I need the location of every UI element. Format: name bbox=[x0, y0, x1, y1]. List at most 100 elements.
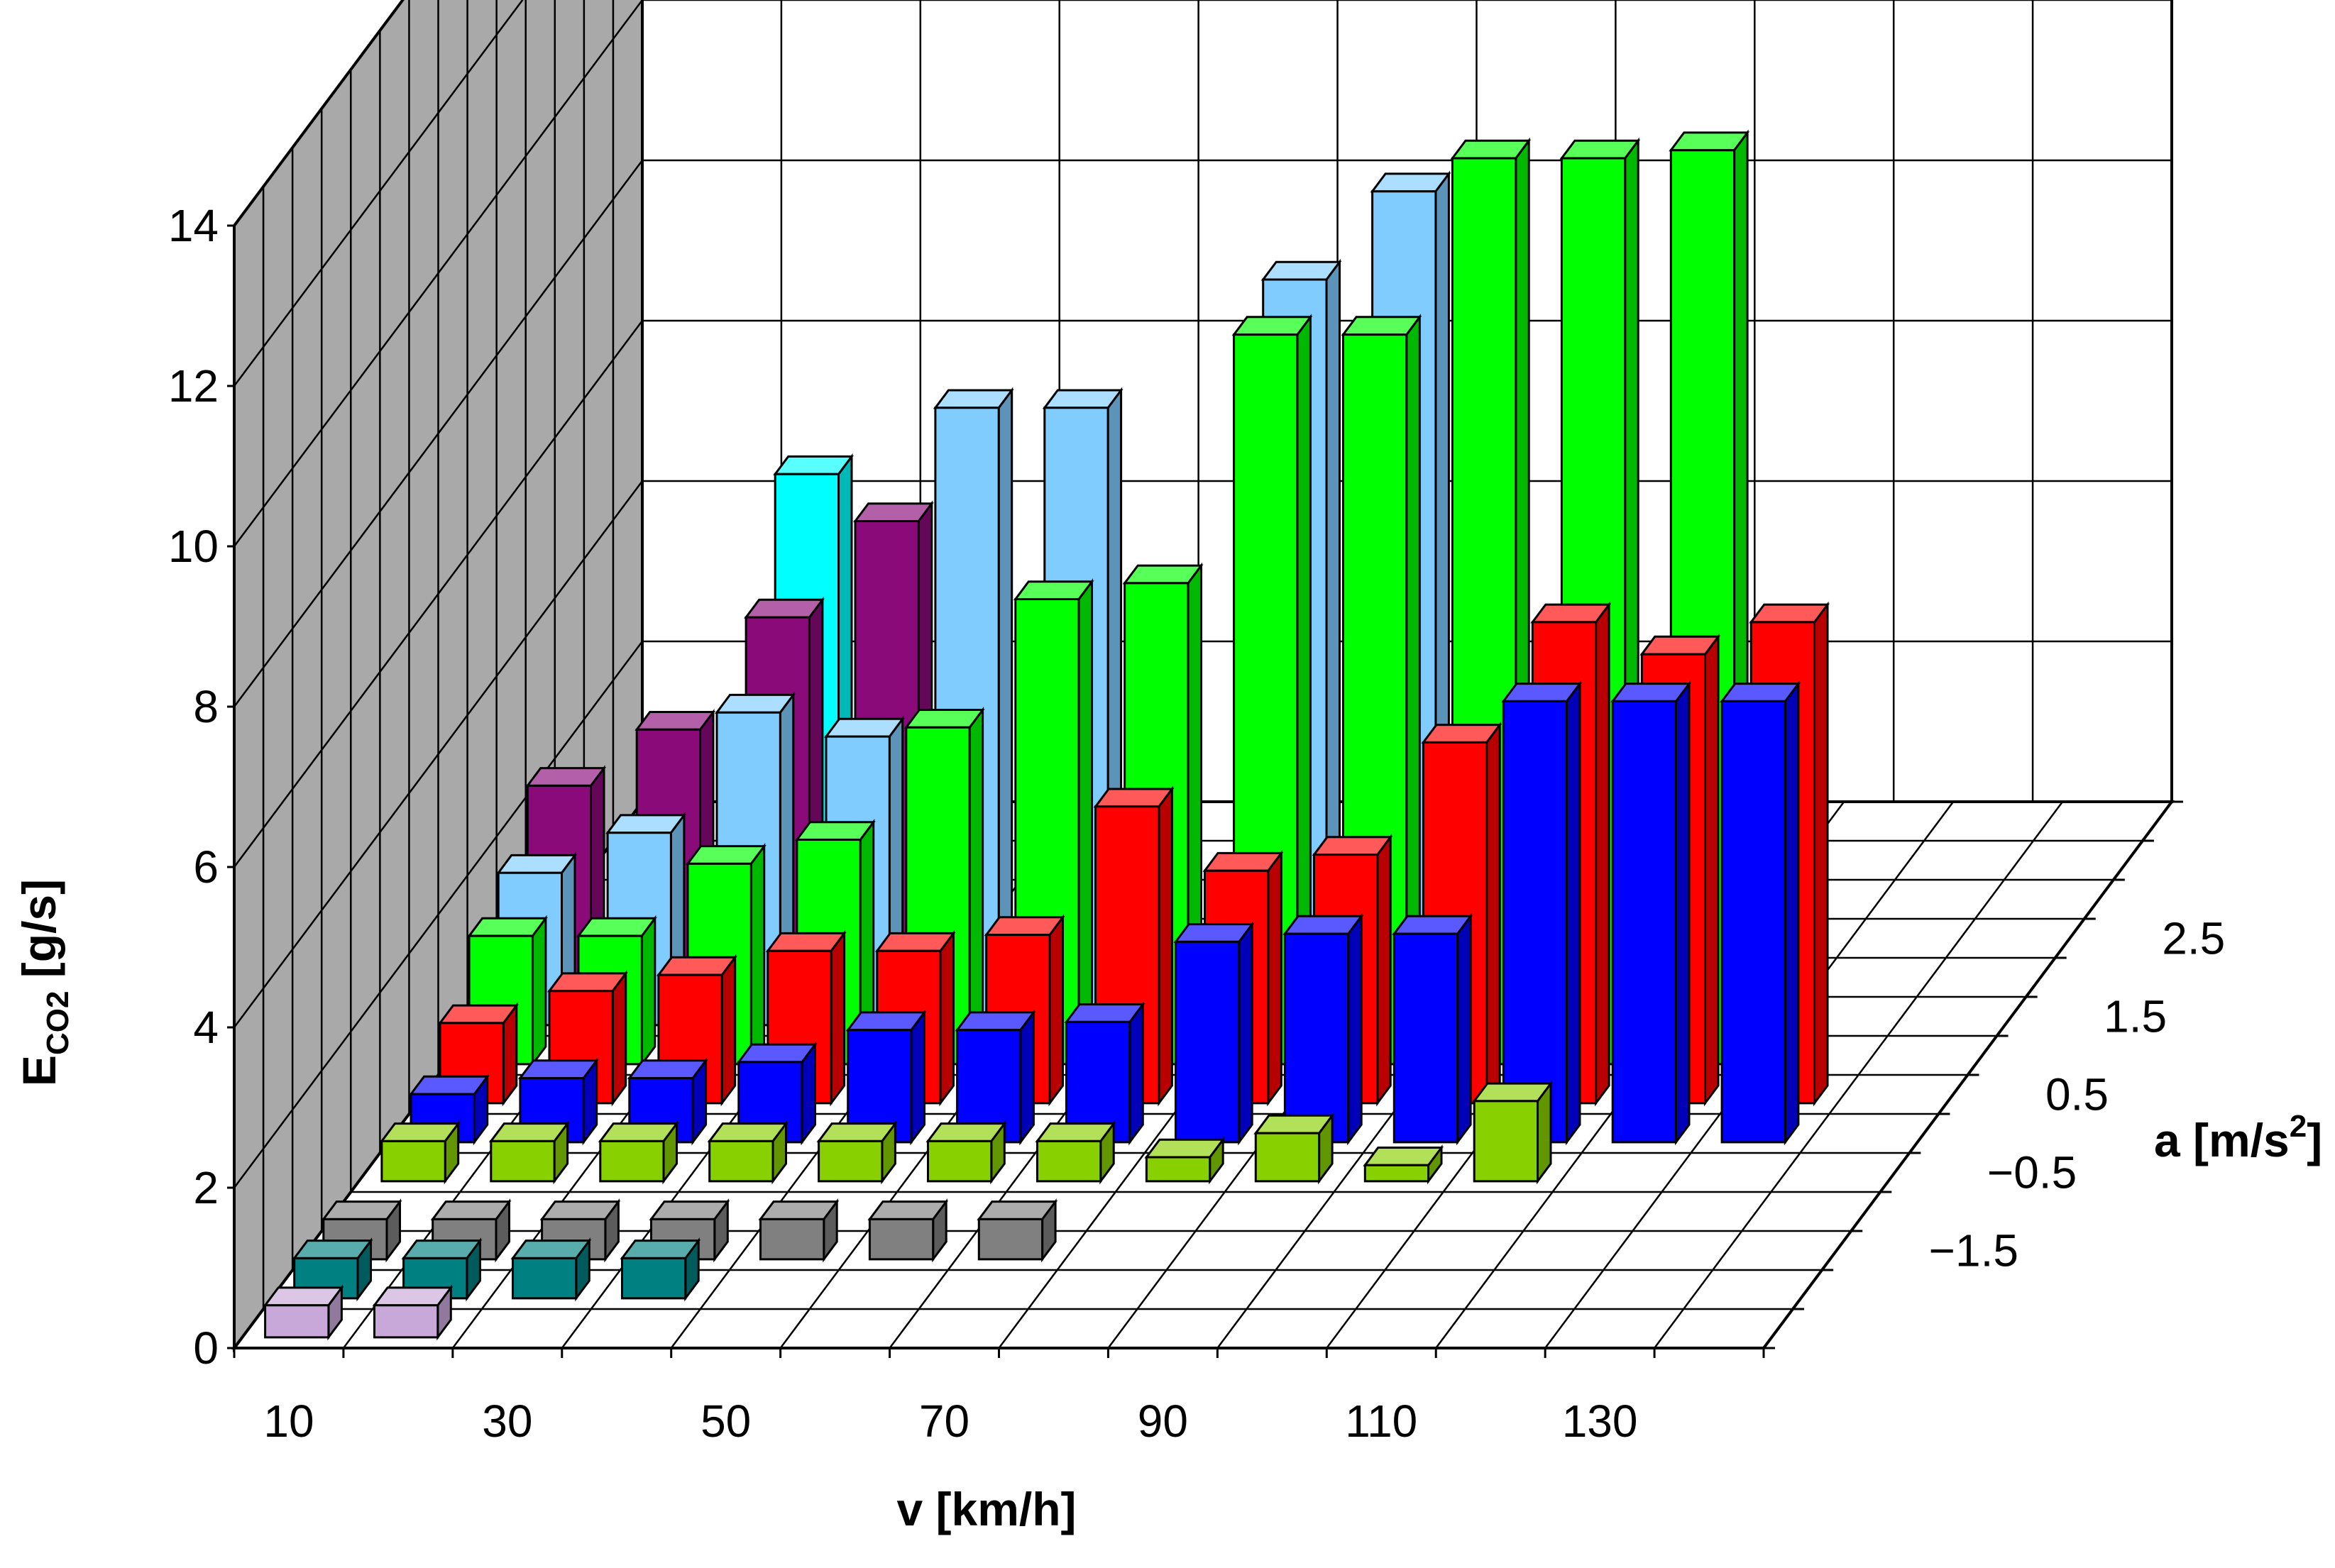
bar-side-face bbox=[1267, 849, 1282, 1107]
bar-front-face bbox=[1175, 940, 1241, 1144]
bar-side-face bbox=[1595, 601, 1610, 1107]
bar-top-face bbox=[576, 917, 657, 937]
bar-top-face bbox=[438, 1004, 519, 1025]
chart-bars bbox=[263, 129, 1830, 1341]
bar-side-face bbox=[1813, 601, 1829, 1107]
bar bbox=[1392, 912, 1473, 1146]
bar-side-face bbox=[830, 929, 846, 1107]
bar-front-face bbox=[264, 1304, 330, 1339]
bar-top-face bbox=[1363, 1147, 1444, 1166]
bar bbox=[1472, 1080, 1553, 1185]
bar bbox=[1610, 680, 1691, 1146]
bar bbox=[263, 1284, 344, 1341]
bar-top-face bbox=[1035, 1122, 1116, 1142]
y-axis-title: ECO2 [g/s] bbox=[13, 879, 75, 1086]
bar-front-face bbox=[512, 1257, 578, 1300]
bar-top-face bbox=[525, 767, 606, 787]
x-tick-label: 10 bbox=[263, 1396, 314, 1447]
bar-front-face bbox=[599, 1139, 665, 1183]
bar-top-face bbox=[744, 598, 825, 619]
bar-front-face bbox=[1611, 700, 1677, 1144]
bar-top-face bbox=[824, 717, 905, 738]
bar bbox=[1144, 1136, 1226, 1185]
bar-side-face bbox=[1704, 633, 1720, 1107]
bar-side-face bbox=[720, 954, 737, 1107]
bar-top-face bbox=[598, 1122, 679, 1142]
bar-top-face bbox=[430, 1200, 512, 1220]
bar-top-face bbox=[1122, 564, 1204, 585]
bar-top-face bbox=[372, 1286, 454, 1307]
bar-top-face bbox=[263, 1286, 344, 1307]
bar bbox=[816, 1120, 898, 1185]
bar-side-face bbox=[1077, 578, 1093, 1068]
bar-top-face bbox=[510, 1240, 592, 1259]
bar-top-face bbox=[1013, 580, 1094, 600]
bar-top-face bbox=[547, 972, 628, 993]
y-tick-label: 14 bbox=[168, 200, 219, 251]
bar bbox=[1173, 921, 1255, 1146]
y-tick-label: 0 bbox=[193, 1323, 219, 1374]
bar-top-face bbox=[517, 1059, 599, 1079]
bar-top-face bbox=[794, 821, 876, 841]
y-axis-title-main: E bbox=[13, 1055, 65, 1086]
bar-top-face bbox=[845, 1011, 927, 1032]
side-wall-grid-line bbox=[233, 160, 644, 707]
bar-front-face bbox=[1720, 700, 1786, 1144]
bar-front-face bbox=[1392, 932, 1459, 1144]
bar-top-face bbox=[758, 1200, 840, 1220]
bar-top-face bbox=[1253, 1114, 1335, 1134]
bar-top-face bbox=[488, 1122, 570, 1142]
bar-side-face bbox=[611, 970, 627, 1107]
bar-top-face bbox=[925, 1122, 1007, 1142]
bar-side-face bbox=[1376, 834, 1392, 1107]
bar-top-face bbox=[933, 389, 1014, 409]
bar-top-face bbox=[1231, 316, 1313, 336]
bar-top-face bbox=[765, 932, 847, 952]
bar-side-face bbox=[1347, 912, 1363, 1146]
bar-top-face bbox=[773, 455, 854, 475]
bar bbox=[707, 1120, 789, 1185]
bar-front-face bbox=[621, 1257, 687, 1300]
bar-front-face bbox=[380, 1139, 446, 1183]
bar-top-face bbox=[686, 845, 767, 865]
y-tick-label: 10 bbox=[168, 521, 219, 572]
z-tick-label: −0.5 bbox=[1987, 1147, 2077, 1198]
bar-top-face bbox=[1282, 915, 1364, 935]
bar bbox=[758, 1198, 840, 1263]
x-tick-label: 30 bbox=[482, 1396, 532, 1447]
bar-front-face bbox=[1502, 700, 1568, 1144]
bar-top-face bbox=[903, 709, 985, 729]
side-wall-grid-line bbox=[233, 320, 644, 868]
bar-top-face bbox=[539, 1200, 621, 1220]
bar bbox=[510, 1237, 592, 1302]
bar-side-face bbox=[1128, 1001, 1144, 1146]
bar-side-face bbox=[910, 1009, 925, 1146]
bar-top-face bbox=[401, 1240, 483, 1259]
bar-side-face bbox=[1784, 680, 1800, 1146]
bar-top-face bbox=[379, 1122, 461, 1142]
x-tick-label: 130 bbox=[1562, 1396, 1638, 1447]
bar bbox=[1720, 680, 1801, 1146]
bar-top-face bbox=[977, 1200, 1058, 1220]
z-axis-title-end: ] bbox=[2307, 1114, 2322, 1166]
bar bbox=[488, 1120, 570, 1185]
bar-top-face bbox=[955, 1011, 1036, 1032]
bar-top-face bbox=[1312, 836, 1393, 856]
bar-top-face bbox=[984, 916, 1065, 937]
y-tick-label: 4 bbox=[193, 1002, 219, 1053]
bar-front-face bbox=[1145, 1156, 1212, 1183]
bar-top-face bbox=[1450, 139, 1532, 160]
bar-top-face bbox=[321, 1200, 402, 1220]
y-axis-title-unit: [g/s] bbox=[13, 879, 65, 991]
bar-front-face bbox=[1036, 1139, 1102, 1183]
bar-front-face bbox=[977, 1218, 1044, 1261]
bar-top-face bbox=[1260, 260, 1342, 281]
bar-side-face bbox=[1485, 722, 1501, 1107]
bar bbox=[1253, 1112, 1335, 1185]
bar bbox=[379, 1120, 461, 1185]
x-tick-label: 50 bbox=[700, 1396, 751, 1447]
bar-front-face bbox=[1283, 932, 1350, 1144]
bar-front-face bbox=[759, 1218, 825, 1261]
z-axis-title-sup: 2 bbox=[2290, 1109, 2307, 1144]
